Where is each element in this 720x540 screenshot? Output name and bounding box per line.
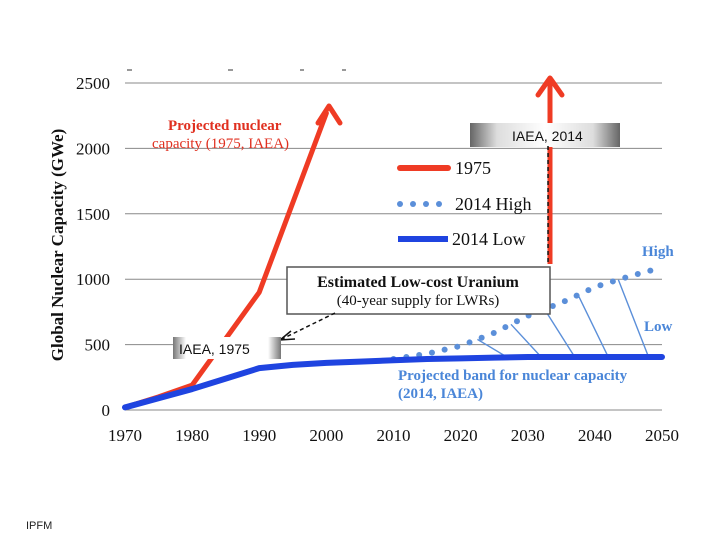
red-arrowhead-1975 (315, 103, 343, 126)
series-group (122, 110, 665, 411)
high-label: High (642, 244, 674, 260)
uranium-title: Estimated Low-cost Uranium (317, 274, 519, 291)
series-point-2014-high-5 (454, 343, 461, 350)
legend-label-1975: 1975 (455, 158, 491, 178)
x-tick-label-1980: 1980 (175, 426, 209, 445)
iaea-1975-box (173, 337, 281, 359)
legend: 1975 2014 High 2014 Low (397, 158, 532, 249)
band-hatch-line-1 (510, 323, 542, 358)
series-point-2014-high-14 (561, 298, 568, 305)
projected-band-hatch (477, 279, 650, 359)
x-tick-label-2000: 2000 (309, 426, 343, 445)
band-hatch-line-0 (477, 338, 508, 359)
band-caption-line1: Projected band for nuclear capacity (398, 368, 628, 384)
band-hatch-line-4 (617, 279, 650, 358)
footer-label: IPFM (26, 520, 53, 532)
band-hatch-line-2 (543, 308, 576, 358)
series-point-2014-high-18 (609, 278, 616, 285)
x-tick-labels: 1970 1980 1990 2000 2010 2020 2030 2040 2050 (108, 426, 679, 445)
x-tick-label-2040: 2040 (578, 426, 612, 445)
x-tick-label-1970: 1970 (108, 426, 142, 445)
series-point-2014-high-20 (634, 271, 641, 278)
iaea-2014-box (470, 123, 620, 147)
series-point-2014-high-3 (428, 349, 435, 356)
series-point-2014-high-10 (513, 318, 520, 325)
uranium-box (286, 266, 551, 315)
series-line-2014-low (122, 354, 665, 411)
y-tick-label-2500: 2500 (76, 74, 110, 93)
y-tick-label-0: 0 (102, 401, 111, 420)
x-tick-label-2020: 2020 (444, 426, 478, 445)
red-arrowhead-2014 (535, 75, 565, 98)
series-point-2014-high-16 (585, 287, 592, 294)
iaea-2014-label: IAEA, 2014 (512, 128, 583, 144)
x-tick-label-2030: 2030 (511, 426, 545, 445)
series-point-2014-high-7 (478, 334, 485, 341)
low-label: Low (644, 319, 673, 335)
uranium-subtitle: (40-year supply for LWRs) (337, 293, 500, 309)
series-point-2014-high-19 (622, 274, 629, 281)
x-tick-label-2050: 2050 (645, 426, 679, 445)
uranium-leader (281, 312, 336, 340)
series-point-2014-high-15 (573, 292, 580, 299)
band-hatch-line-3 (577, 294, 609, 358)
y-tick-label-1000: 1000 (76, 270, 110, 289)
projected-nuclear-subtitle: capacity (1975, IAEA) (152, 136, 289, 152)
y-tick-label-1500: 1500 (76, 205, 110, 224)
series-point-2014-high-17 (597, 282, 604, 289)
series-point-2014-high-21 (647, 267, 654, 274)
iaea-1975-label: IAEA, 1975 (179, 341, 250, 357)
legend-label-2014-low: 2014 Low (452, 229, 526, 249)
y-tick-label-2000: 2000 (76, 139, 110, 158)
y-axis-label: Global Nuclear Capacity (GWe) (48, 129, 67, 361)
series-point-2014-high-8 (490, 329, 497, 336)
band-caption-line2: (2014, IAEA) (398, 386, 483, 402)
x-tick-label-1990: 1990 (242, 426, 276, 445)
series-point-2014-high-6 (466, 339, 473, 346)
series-point-2014-high-13 (549, 303, 556, 310)
y-tick-label-500: 500 (85, 336, 111, 355)
y-tick-labels: 0 500 1000 1500 2000 2500 (76, 74, 110, 420)
projected-nuclear-title: Projected nuclear (168, 118, 282, 134)
series-point-2014-high-4 (441, 346, 448, 353)
legend-swatch-2014-high (397, 201, 442, 207)
x-tick-label-2010: 2010 (377, 426, 411, 445)
legend-label-2014-high: 2014 High (455, 194, 532, 214)
series-point-2014-high-9 (502, 324, 509, 331)
